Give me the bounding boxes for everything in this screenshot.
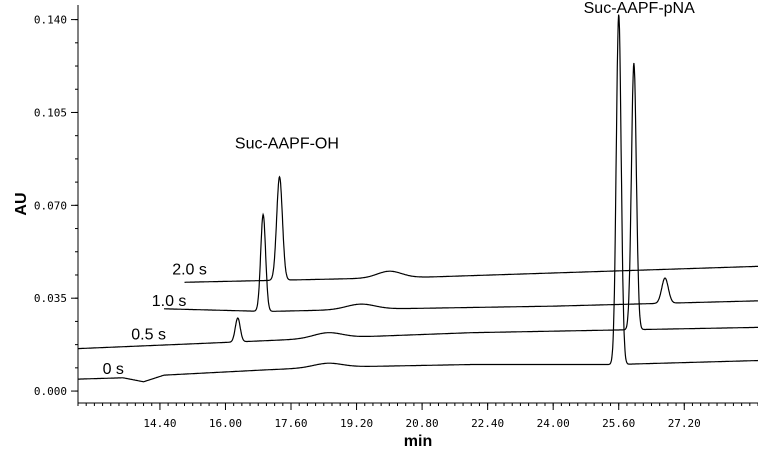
y-tick-label: 0.140: [34, 14, 67, 27]
peak-annotation: Suc-AAPF-OH: [235, 135, 339, 152]
x-tick-label: 14.40: [143, 417, 176, 430]
series-line: [78, 14, 758, 383]
series-label: 0 s: [103, 361, 124, 378]
axes-layer: [77, 5, 758, 404]
series-label: 0.5 s: [131, 326, 166, 343]
x-tick-label: 22.40: [471, 417, 504, 430]
x-tick-label: 20.80: [406, 417, 439, 430]
series-line: [78, 62, 758, 350]
y-axis-title: AU: [13, 192, 30, 215]
x-tick-label: 17.60: [274, 417, 307, 430]
ticks-layer: 14.40 16.00 17.60 19.20 20.80 22.40 24.00 25.60…: [34, 14, 758, 430]
peak-annotation: Suc-AAPF-pNA: [584, 0, 695, 17]
series-layer: [78, 14, 758, 383]
x-tick-label: 27.20: [668, 417, 701, 430]
x-tick-label: 24.00: [537, 417, 570, 430]
series-label: 1.0 s: [152, 293, 187, 310]
annotation-layer: 0 s 0.5 s 1.0 s 2.0 s Suc-AAPF-OH Suc-AAPF-pN…: [103, 0, 696, 378]
series-line: [164, 212, 758, 312]
y-tick-label: 0.070: [34, 199, 67, 212]
y-tick-label: 0.035: [34, 292, 67, 305]
x-axis-title: min: [404, 433, 432, 450]
x-tick-label: 19.20: [340, 417, 373, 430]
series-label: 2.0 s: [172, 261, 207, 278]
x-tick-label: 25.60: [602, 417, 635, 430]
y-tick-label: 0.105: [34, 106, 67, 119]
y-tick-label: 0.000: [34, 385, 67, 398]
series-line: [184, 175, 758, 283]
x-tick-label: 16.00: [209, 417, 242, 430]
